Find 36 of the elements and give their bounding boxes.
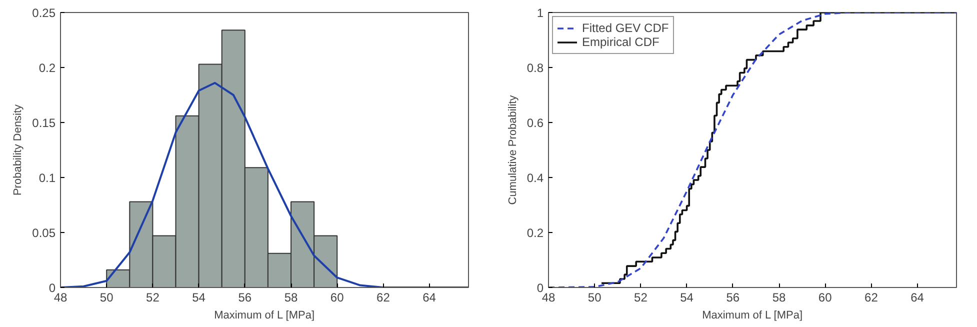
y-tick-label: 0.6 bbox=[526, 116, 544, 130]
y-tick-label: 1 bbox=[536, 6, 544, 20]
x-tick-label: 60 bbox=[330, 290, 344, 304]
x-axis-title: Maximum of L [MPa] bbox=[214, 310, 315, 322]
x-tick-label: 60 bbox=[818, 290, 832, 304]
x-axis-title: Maximum of L [MPa] bbox=[702, 310, 803, 322]
x-tick-label: 62 bbox=[376, 290, 390, 304]
x-tick-label: 54 bbox=[192, 290, 206, 304]
x-tick-label: 64 bbox=[422, 290, 436, 304]
y-tick-label: 0.2 bbox=[526, 226, 544, 240]
x-tick-label: 50 bbox=[588, 290, 602, 304]
x-tick-label: 52 bbox=[146, 290, 160, 304]
legend-label: Fitted GEV CDF bbox=[582, 21, 669, 35]
x-tick-label: 58 bbox=[284, 290, 298, 304]
x-tick-label: 58 bbox=[772, 290, 786, 304]
x-tick-label: 56 bbox=[726, 290, 740, 304]
y-tick-label: 0.1 bbox=[38, 171, 56, 185]
y-axis-title: Probability Density bbox=[12, 104, 24, 196]
x-tick-label: 52 bbox=[634, 290, 648, 304]
x-tick-label: 54 bbox=[680, 290, 694, 304]
y-axis-title: Cumulative Probability bbox=[506, 94, 519, 205]
x-tick-label: 62 bbox=[864, 290, 878, 304]
x-tick-label: 48 bbox=[542, 290, 556, 304]
x-tick-label: 64 bbox=[910, 290, 924, 304]
y-tick-label: 0.4 bbox=[526, 171, 544, 185]
x-tick-label: 56 bbox=[238, 290, 252, 304]
x-tick-label: 48 bbox=[54, 290, 68, 304]
y-tick-label: 0.25 bbox=[32, 6, 56, 20]
y-tick-label: 0 bbox=[536, 281, 544, 295]
x-tick-label: 50 bbox=[100, 290, 114, 304]
legend-label: Empirical CDF bbox=[582, 35, 660, 49]
y-tick-label: 0.8 bbox=[526, 61, 544, 75]
y-tick-label: 0.05 bbox=[32, 226, 56, 240]
y-tick-label: 0.15 bbox=[32, 116, 56, 130]
y-tick-label: 0.2 bbox=[38, 61, 56, 75]
y-tick-label: 0 bbox=[48, 281, 56, 295]
